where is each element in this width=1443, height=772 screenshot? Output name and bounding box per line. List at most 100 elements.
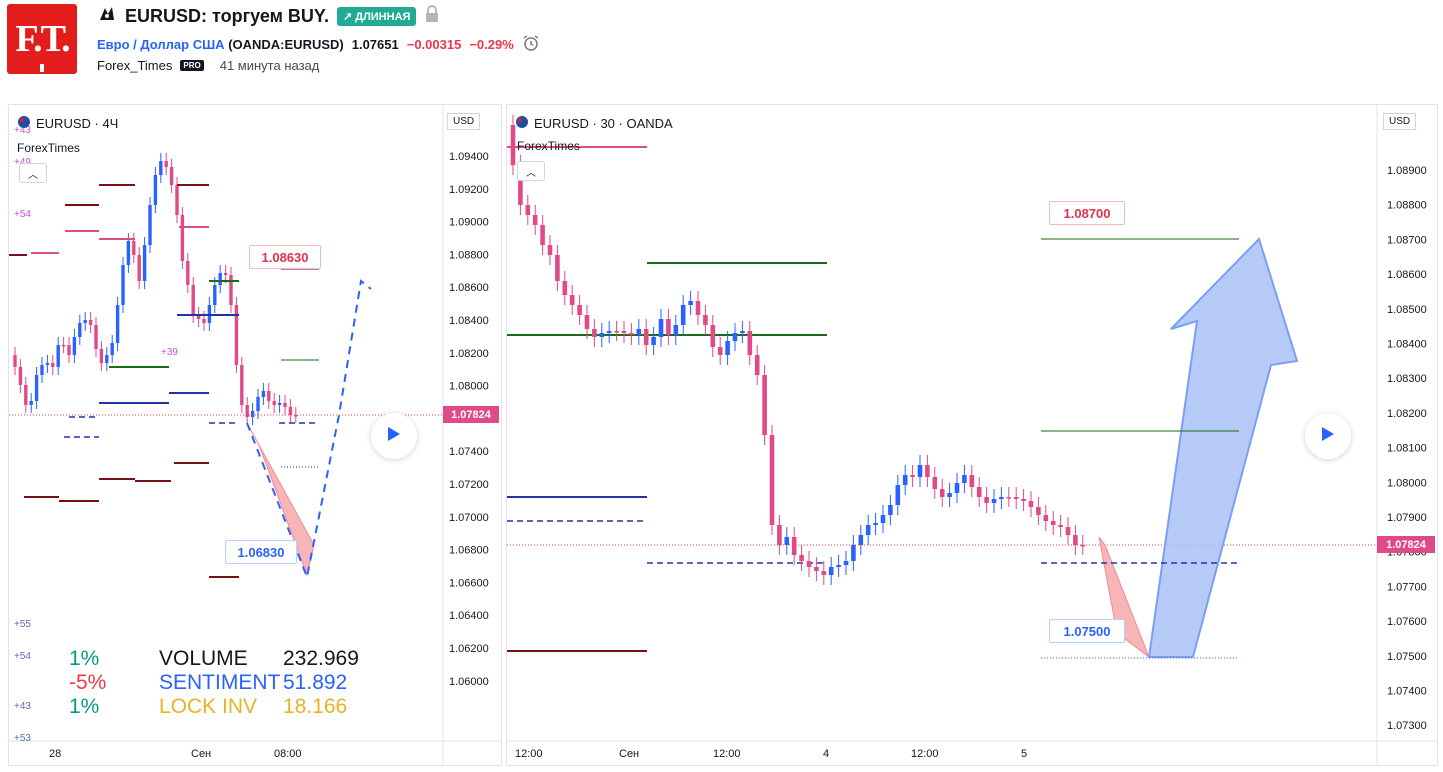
x-tick-label: Сен — [191, 748, 211, 760]
candle-body — [78, 323, 82, 337]
candle-body — [658, 319, 664, 337]
right-chart-canvas[interactable]: 1.08900 1.08800 1.08700 1.08600 1.08500 1.084… — [507, 105, 1437, 765]
candle-body — [584, 315, 590, 329]
play-icon — [1321, 426, 1335, 447]
candle-body — [673, 325, 679, 335]
candle-body — [250, 411, 255, 417]
candle-body — [969, 475, 975, 487]
candle-body — [67, 345, 71, 355]
symbol-link[interactable]: Евро / Доллар США (OANDA:EURUSD) — [97, 37, 344, 52]
stat-row: 1% VOLUME 232.969 — [69, 647, 389, 671]
right-chart-panel[interactable]: 1.08900 1.08800 1.08700 1.08600 1.08500 1.084… — [506, 104, 1438, 766]
left-chart-panel[interactable]: 1.09400 1.09200 1.09000 1.08800 1.08600 1.084… — [8, 104, 502, 766]
y-tick-label: 1.09200 — [449, 184, 489, 196]
up-arrow-projection — [1147, 237, 1299, 658]
candle-body — [1028, 501, 1034, 507]
candle-body — [599, 333, 605, 337]
currency-button[interactable]: USD — [1383, 113, 1417, 130]
play-icon — [387, 426, 401, 447]
stat-pct: 1% — [69, 695, 100, 718]
currency-button[interactable]: USD — [447, 113, 481, 130]
candle-body — [999, 497, 1004, 499]
candle-body — [777, 525, 782, 545]
y-tick-label: 1.07500 — [1387, 651, 1427, 663]
stat-value: 18.166 — [283, 695, 348, 718]
candle-body — [1080, 545, 1086, 547]
side-mark: +54 — [14, 651, 31, 662]
idea-title: EURUSD: торгуем BUY. — [125, 5, 329, 26]
side-mark: +53 — [14, 733, 31, 744]
candle-body — [261, 391, 266, 397]
alarm-clock-icon[interactable] — [522, 34, 540, 55]
candle-body — [791, 537, 797, 555]
x-tick-label: 12:00 — [515, 748, 543, 760]
y-tick-label: 1.08400 — [1387, 339, 1427, 351]
x-tick-label: 28 — [49, 748, 61, 760]
candle-body — [51, 363, 55, 367]
y-tick-label: 1.08600 — [449, 282, 489, 294]
forex-times-logo: F.T. — [7, 4, 77, 74]
play-replay-button[interactable] — [371, 413, 417, 459]
long-position-badge: ↗ ДЛИННАЯ — [336, 6, 417, 26]
candle-body — [814, 567, 819, 571]
candle-body — [142, 245, 147, 281]
y-tick-label: 1.06000 — [449, 676, 489, 688]
candle-body — [947, 493, 952, 497]
y-tick-label: 1.07600 — [1387, 616, 1427, 628]
candle-body — [688, 301, 693, 305]
candle-body — [245, 405, 249, 417]
candle-body — [762, 375, 767, 435]
candle-body — [272, 401, 276, 405]
y-tick-label: 1.06400 — [449, 610, 489, 622]
candle-body — [29, 401, 33, 405]
candle-body — [1036, 507, 1041, 515]
price-change: −0.00315 — [406, 37, 462, 52]
candle-body — [695, 301, 701, 315]
candle-body — [836, 565, 841, 567]
lock-icon — [424, 4, 440, 28]
x-tick-label: 4 — [823, 748, 829, 760]
candle-body — [621, 331, 627, 333]
author-name[interactable]: Forex_Times — [97, 58, 173, 73]
x-tick-label: 08:00 — [274, 748, 302, 760]
candle-body — [180, 215, 185, 261]
side-mark: +55 — [14, 619, 31, 630]
stat-name: VOLUME — [159, 647, 248, 670]
candle-body — [72, 337, 77, 355]
low-callout: 1.06830 — [225, 540, 297, 564]
candle-body — [880, 515, 886, 523]
candle-body — [191, 285, 195, 315]
y-tick-label: 1.08000 — [1387, 477, 1427, 489]
candle-body — [518, 165, 523, 205]
candle-body — [99, 349, 104, 363]
candle-body — [680, 305, 686, 325]
candle-body — [56, 345, 60, 367]
collapse-legend-button[interactable]: ︿ — [517, 161, 545, 181]
candle-body — [569, 295, 575, 305]
candle-body — [828, 567, 834, 575]
collapse-legend-button[interactable]: ︿ — [19, 163, 47, 183]
candle-body — [629, 333, 634, 335]
y-tick-label: 1.08400 — [449, 315, 489, 327]
left-chart-canvas[interactable]: 1.09400 1.09200 1.09000 1.08800 1.08600 1.084… — [9, 105, 501, 765]
candle-body — [510, 125, 516, 165]
candle-body — [186, 261, 190, 285]
candle-body — [121, 265, 125, 305]
candle-body — [917, 465, 923, 477]
x-tick-label: 5 — [1021, 748, 1027, 760]
candle-body — [88, 320, 93, 325]
price-change-pct: −0.29% — [469, 37, 514, 52]
side-mark: +39 — [161, 347, 178, 358]
y-tick-label: 1.08200 — [449, 348, 489, 360]
symbol-row: Евро / Доллар США (OANDA:EURUSD) 1.07651… — [97, 34, 540, 55]
candle-body — [895, 485, 901, 505]
candle-body — [547, 245, 553, 255]
y-tick-label: 1.07700 — [1387, 581, 1427, 593]
play-replay-button[interactable] — [1305, 413, 1351, 459]
stat-row: -5% SENTIMENT 51.892 — [69, 671, 389, 695]
y-tick-label: 1.07900 — [1387, 512, 1427, 524]
current-price-tag: 1.07824 — [443, 406, 499, 423]
x-tick-label: 12:00 — [713, 748, 741, 760]
candle-body — [61, 345, 66, 347]
low-callout: 1.07500 — [1049, 619, 1125, 643]
